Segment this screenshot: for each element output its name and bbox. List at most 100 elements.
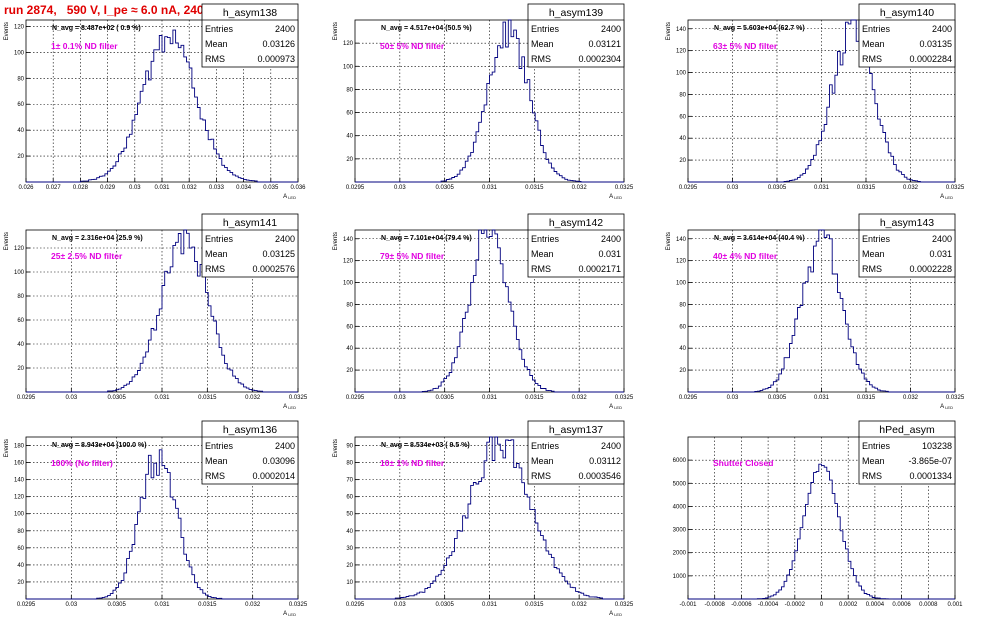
histogram-panel-h_asym137: 0.0295 0.03 0.0305 0.031 0.0315 0.032 0.0325 10… [333,420,634,617]
stats-label: RMS [862,264,882,274]
stats-value: 0.0003546 [578,471,621,481]
stats-box [201,213,299,278]
histogram-name: h_asym143 [880,217,934,229]
x-tick-label: -0.0008 [705,602,726,608]
x-tick-label: 0.035 [263,185,279,191]
y-tick-label: 100 [676,71,687,77]
y-tick-label: 120 [676,49,687,55]
x-tick-label: 0.031 [154,602,170,608]
stats-value: 2400 [932,24,952,34]
x-tick-label: 0.033 [209,185,225,191]
histogram-name: h_asym137 [549,424,603,436]
x-tick-label: 0.03 [65,395,77,401]
filter-label: 25± 2.5% ND filter [51,251,123,261]
x-tick-label: 0.031 [154,395,170,401]
stats-value: 0.03126 [262,39,295,49]
x-tick-label: 0.032 [245,395,261,401]
histogram-line [26,449,298,600]
y-tick-label: 60 [679,324,686,330]
x-tick-label: 0.0315 [525,395,544,401]
n-avg-label: N_avg = 3.614e+04 (40.4 %) [714,235,805,242]
stats-box [527,213,625,278]
x-tick-label: 0.0295 [679,185,698,191]
histogram-line [355,229,624,393]
y-tick-label: 120 [14,24,25,30]
x-tick-label: 0.001 [947,602,963,608]
x-tick-label: 0.0305 [107,602,126,608]
x-axis-label: A LED [940,194,953,200]
y-tick-label: 20 [346,563,353,569]
x-tick-label: 0.0305 [768,185,787,191]
stats-label: RMS [205,54,225,64]
y-tick-label: 100 [343,281,354,287]
stats-label: Entries [205,441,234,451]
y-tick-label: 120 [343,41,354,47]
x-tick-label: 0.032 [182,185,198,191]
x-tick-label: 0.0325 [946,185,965,191]
x-axis-label: A LED [283,194,296,200]
stats-label: Entries [862,24,891,34]
x-tick-label: 0.0008 [919,602,938,608]
y-tick-label: 80 [17,529,24,535]
x-axis-label: A LED [283,404,296,410]
stats-value: 103238 [922,441,952,451]
y-tick-label: 80 [679,302,686,308]
y-tick-label: 140 [343,237,354,243]
y-tick-label: 1000 [673,574,687,580]
x-tick-label: 0.0325 [289,395,308,401]
y-tick-label: 20 [679,368,686,374]
y-tick-label: 40 [17,563,24,569]
stats-value: 0.0002171 [578,264,621,274]
stats-box [858,213,956,278]
stats-label: RMS [862,471,882,481]
x-tick-label: 0.0305 [435,602,454,608]
stats-box [201,420,299,485]
x-tick-label: -0.0004 [758,602,779,608]
stats-value: 0.03121 [588,39,621,49]
histogram-panel-hPed_asym: -0.001 -0.0008 -0.0006 -0.0004 -0.0002 0 0.000… [673,420,963,608]
y-tick-label: 80 [17,76,24,82]
stats-label: Mean [862,456,885,466]
y-tick-label: 60 [346,495,353,501]
stats-value: 0.0002228 [909,264,952,274]
stats-value: 0.03135 [919,39,952,49]
y-tick-label: 120 [343,259,354,265]
stats-value: 2400 [275,441,295,451]
y-tick-label: 50 [346,512,353,518]
y-axis-label: Events [333,232,339,250]
n-avg-label: N_avg = 8.943e+04 (100.0 %) [52,442,147,449]
x-tick-label: -0.0006 [731,602,752,608]
x-tick-label: 0.0004 [866,602,885,608]
y-tick-label: 40 [679,136,686,142]
y-tick-label: 100 [14,512,25,518]
stats-label: Entries [862,234,891,244]
y-tick-label: 40 [679,346,686,352]
n-avg-label: N_avg = 5.603e+04 (62.7 %) [714,25,805,32]
n-avg-label: N_avg = 8.534e+03 ( 9.5 %) [381,442,470,449]
stats-label: Mean [205,456,228,466]
y-tick-label: 120 [676,259,687,265]
filter-label: 63± 5% ND filter [713,41,778,51]
y-tick-label: 60 [346,111,353,117]
y-tick-label: 2000 [673,551,687,557]
histogram-name: h_asym142 [549,217,603,229]
x-tick-label: 0.032 [572,395,588,401]
y-tick-label: 120 [14,495,25,501]
n-avg-label: N_avg = 7.101e+04 (79.4 %) [381,235,472,242]
y-tick-label: 40 [17,128,24,134]
stats-value: 0.0001334 [909,471,952,481]
y-tick-label: 180 [14,444,25,450]
y-axis-label: Events [666,232,672,250]
stats-label: RMS [531,471,551,481]
histogram-name: h_asym139 [549,7,603,19]
histogram-line [355,436,624,600]
y-axis-label: Events [333,22,339,40]
histogram-panel-h_asym138: 0.026 0.027 0.028 0.029 0.03 0.031 0.032 0.033 0… [4,3,306,200]
y-tick-label: 60 [17,546,24,552]
x-tick-label: 0.034 [236,185,252,191]
x-tick-label: 0.0295 [346,185,365,191]
x-tick-label: 0.028 [73,185,89,191]
stats-label: Entries [531,234,560,244]
y-tick-label: 40 [346,529,353,535]
y-tick-label: 20 [17,366,24,372]
